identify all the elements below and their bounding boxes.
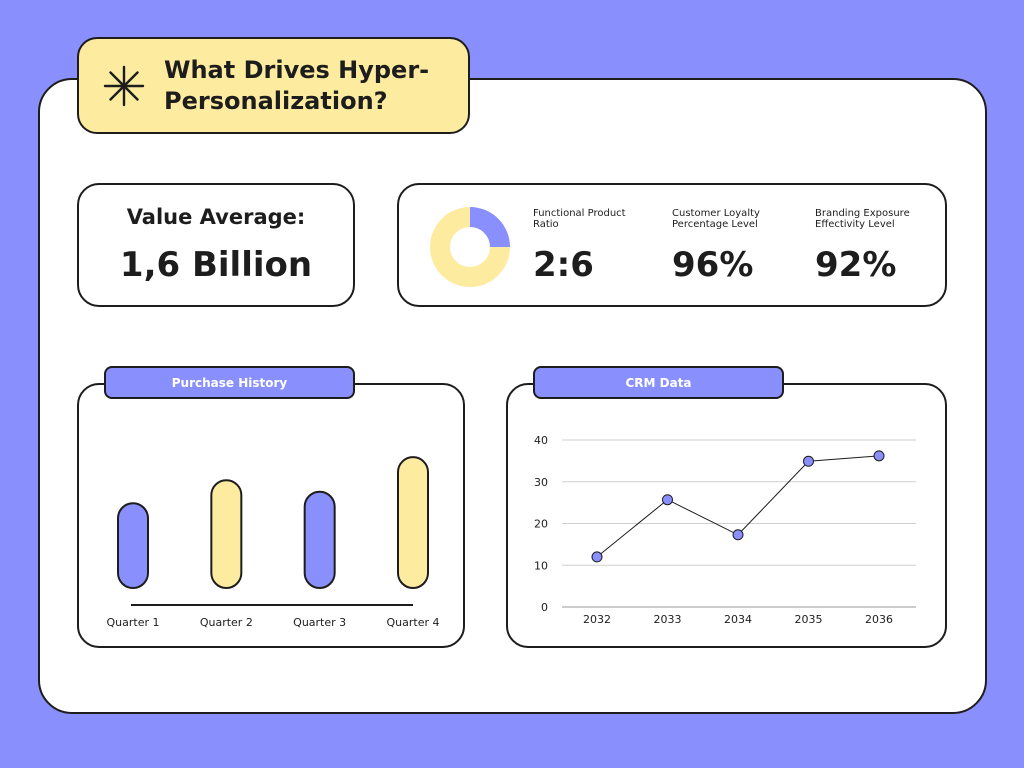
stats-card: Functional Product Ratio 2:6 Customer Lo… [397, 183, 947, 307]
x-tick-label: 2034 [724, 613, 752, 626]
stat-label: Functional Product Ratio [533, 208, 626, 230]
bar-quarter-4 [397, 456, 429, 589]
bar-quarter-3 [303, 490, 336, 589]
data-point-2033 [662, 494, 673, 506]
y-tick-label: 40 [534, 434, 548, 447]
title-banner: What Drives Hyper-Personalization? [77, 37, 470, 134]
ratio-donut-chart [430, 207, 510, 287]
stat-label: Customer Loyalty Percentage Level [672, 208, 760, 230]
y-tick-label: 20 [534, 518, 548, 531]
data-point-2036 [873, 450, 885, 462]
stat-label: Branding Exposure Effectivity Level [815, 208, 910, 230]
data-point-2035 [803, 455, 814, 467]
stat-value: 96% [672, 245, 754, 285]
stat-branding-exposure: Branding Exposure Effectivity Level 92% [815, 208, 935, 285]
x-tick-label: Quarter 2 [200, 616, 253, 629]
y-tick-label: 30 [534, 476, 548, 489]
bar-quarter-1 [117, 502, 149, 589]
x-tick-label: Quarter 4 [387, 616, 440, 629]
stat-functional-product-ratio: Functional Product Ratio 2:6 [533, 208, 653, 285]
purchase-history-card: Quarter 1 Quarter 2 Quarter 3 Quarter 4 [77, 383, 465, 648]
stat-customer-loyalty: Customer Loyalty Percentage Level 96% [672, 208, 792, 285]
crm-data-card: 0 10 20 30 40 2032 2033 2034 2035 2036 [506, 383, 947, 648]
x-tick-label: 2035 [795, 613, 823, 626]
x-tick-label: 2032 [583, 613, 611, 626]
purchase-history-bar-chart: Quarter 1 Quarter 2 Quarter 3 Quarter 4 [107, 456, 440, 629]
value-average-number: 1,6 Billion [119, 245, 313, 285]
x-tick-label: Quarter 3 [293, 616, 346, 629]
crm-data-tab: CRM Data [533, 366, 784, 399]
page-title: What Drives Hyper-Personalization? [164, 56, 430, 115]
y-tick-label: 10 [534, 559, 548, 572]
purchase-history-tab: Purchase History [104, 366, 355, 399]
stat-value: 92% [815, 245, 897, 285]
asterisk-icon [103, 65, 145, 107]
series-line [596, 455, 880, 558]
donut-segment-2 [430, 207, 510, 287]
value-average-card: Value Average: 1,6 Billion [77, 183, 355, 307]
data-point-2032 [591, 551, 603, 563]
data-point-2034 [732, 529, 744, 541]
x-tick-label: 2033 [654, 613, 682, 626]
value-average-label: Value Average: [126, 205, 306, 229]
bar-quarter-2 [210, 479, 243, 589]
stat-value: 2:6 [533, 245, 594, 285]
y-tick-label: 0 [541, 601, 548, 614]
crm-data-line-chart: 0 10 20 30 40 2032 2033 2034 2035 2036 [534, 434, 916, 626]
x-tick-label: Quarter 1 [107, 616, 160, 629]
x-tick-label: 2036 [865, 613, 893, 626]
